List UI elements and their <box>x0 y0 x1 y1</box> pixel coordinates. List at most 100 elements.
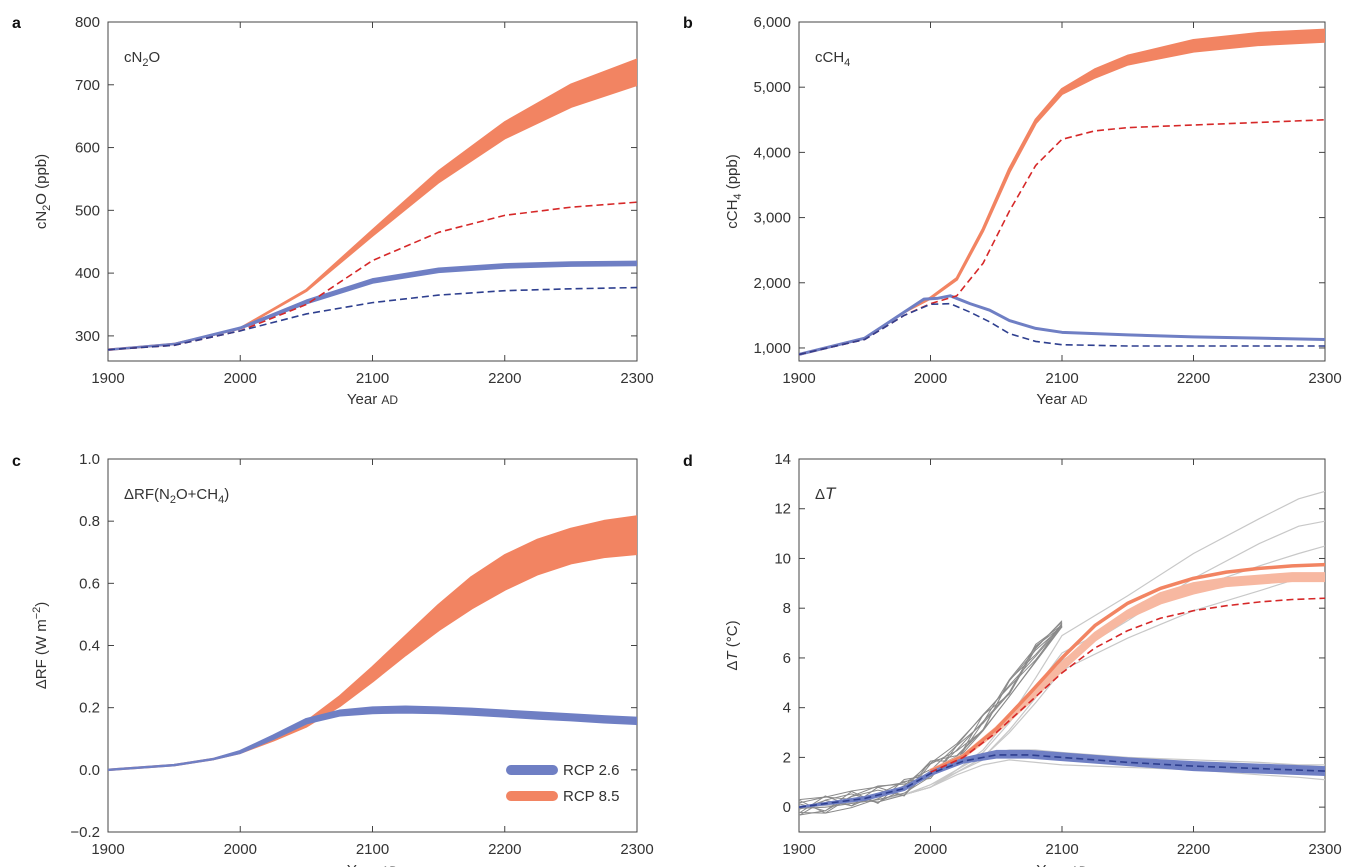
series-band-rcp26 <box>108 260 637 351</box>
y-axis-title: cN2O (ppb) <box>33 154 53 229</box>
y-axis-title-main: cCH <box>724 200 741 229</box>
series-band-rcp26 <box>108 705 637 772</box>
inset-label-sub: 2 <box>142 57 148 69</box>
y-tick-label: 500 <box>75 202 100 219</box>
y-tick-label: 0 <box>783 799 791 816</box>
x-axis-title-era: AD <box>1071 393 1088 407</box>
y-axis-title-tail: ) <box>33 602 50 607</box>
x-axis-title-era: AD <box>381 864 398 867</box>
x-tick-label: 2200 <box>1177 841 1210 858</box>
y-tick-label: 4 <box>783 700 791 717</box>
series-dashed-dash_red <box>799 118 1325 356</box>
x-axis-title: Year AD <box>1036 391 1087 408</box>
legend-label: RCP 2.6 <box>563 762 619 779</box>
y-axis-title: ΔT (°C) <box>724 620 741 670</box>
x-tick-label: 2300 <box>620 841 653 858</box>
plot-frame <box>798 458 1326 833</box>
plot-frame <box>107 21 638 362</box>
plot-area <box>108 58 637 351</box>
y-axis-title-main: cN <box>33 211 50 229</box>
y-tick-label: 3,000 <box>753 210 791 227</box>
y-tick-label: 2,000 <box>753 275 791 292</box>
x-tick-label: 2000 <box>914 370 947 387</box>
x-tick-label: 2300 <box>620 370 653 387</box>
y-tick-label: 2 <box>783 749 791 766</box>
x-tick-label: 2000 <box>914 841 947 858</box>
y-axis-title-main: ΔRF (W m <box>33 619 50 689</box>
panel-a: a 1900 2000 2100 2200 2300 300 400 500 600 700 800 Y… <box>12 14 654 408</box>
series-band-rcp85 <box>799 28 1325 356</box>
y-axis-title-tail: (ppb) <box>724 154 741 193</box>
x-axis-title-main: Year <box>347 391 381 408</box>
plot-area <box>108 515 637 772</box>
y-tick-label: 300 <box>75 328 100 345</box>
y-axis-title-sub: 4 <box>732 193 744 199</box>
y-tick-label: 0.6 <box>79 575 100 592</box>
ensemble-historical-member <box>799 626 1063 816</box>
y-tick-label: 8 <box>783 600 791 617</box>
series-dashed-dash_blue <box>108 286 637 351</box>
y-tick-label: 700 <box>75 77 100 94</box>
inset-label-sub2: 4 <box>218 494 224 506</box>
panel-letter: a <box>12 15 21 32</box>
inset-label-sub: 4 <box>844 57 850 69</box>
y-tick-label: 1,000 <box>753 340 791 357</box>
x-tick-label: 2300 <box>1308 841 1341 858</box>
x-axis-title-main: Year <box>347 862 381 867</box>
series-band-rcp85 <box>108 515 637 772</box>
series-line-rcp26 <box>799 294 1325 356</box>
panel-inset-label: ΔT <box>815 484 837 503</box>
x-tick-label: 2000 <box>224 370 257 387</box>
series-dashed-dash_red <box>930 597 1325 774</box>
x-axis-title-era: AD <box>1071 864 1088 867</box>
x-axis-title: Year AD <box>347 862 398 867</box>
inset-label-sub: 2 <box>170 494 176 506</box>
legend-label: RCP 8.5 <box>563 788 619 805</box>
y-tick-label: 0.4 <box>79 638 100 655</box>
ensemble-historical-member <box>799 625 1063 814</box>
x-axis-title-main: Year <box>1036 391 1070 408</box>
y-tick-label: 6,000 <box>753 14 791 31</box>
inset-label-main: ΔRF(N <box>124 486 170 503</box>
y-axis-title-sub: 2 <box>41 205 53 211</box>
y-tick-label: 400 <box>75 265 100 282</box>
y-tick-label: 1.0 <box>79 451 100 468</box>
x-tick-label: 1900 <box>91 370 124 387</box>
ensemble-historical-member <box>799 626 1063 812</box>
series-line-rcp85 <box>929 562 1325 773</box>
x-tick-label: 1900 <box>782 841 815 858</box>
y-axis-title-italic: T <box>724 650 741 661</box>
y-tick-label: 0.0 <box>79 762 100 779</box>
y-tick-label: 10 <box>774 550 791 567</box>
plot-area <box>799 28 1325 356</box>
y-axis-title: cCH4 (ppb) <box>724 154 744 228</box>
y-axis-title-tail: O (ppb) <box>33 154 50 205</box>
inset-label-main: cCH <box>815 49 844 66</box>
series-band-rcp85 <box>108 58 637 351</box>
ensemble-historical-member <box>799 621 1063 816</box>
panel-d: d 1900 2000 2100 2200 2300 0 2 4 6 8 10 12 14 Year AD Δ… <box>683 451 1342 867</box>
series-band-rcp26 <box>799 749 1325 809</box>
x-tick-label: 1900 <box>782 370 815 387</box>
y-tick-label: 0.2 <box>79 700 100 717</box>
y-tick-label: 4,000 <box>753 144 791 161</box>
x-tick-label: 2200 <box>1177 370 1210 387</box>
y-tick-label: 600 <box>75 140 100 157</box>
ensemble-historical-member <box>799 626 1063 809</box>
plot-frame <box>798 21 1326 362</box>
x-axis-title-era: AD <box>381 393 398 407</box>
panel-letter: c <box>12 453 21 470</box>
x-axis-title: Year AD <box>1036 862 1087 867</box>
panel-letter: b <box>683 15 693 32</box>
panel-letter: d <box>683 453 693 470</box>
series-dashed-dash_blue <box>799 754 1325 808</box>
x-tick-label: 2100 <box>1045 841 1078 858</box>
inset-label-tail: O+CH <box>176 486 218 503</box>
panel-c: c 1900 2000 2100 2200 2300 −0.2 0.0 0.2 0.4 0.6 0.8… <box>12 451 654 867</box>
panel-inset-label: ΔRF(N2O+CH4) <box>124 486 229 506</box>
x-axis-title-main: Year <box>1036 862 1070 867</box>
x-tick-label: 1900 <box>91 841 124 858</box>
series-dashed-dash_red <box>108 201 637 351</box>
y-tick-label: 800 <box>75 14 100 31</box>
